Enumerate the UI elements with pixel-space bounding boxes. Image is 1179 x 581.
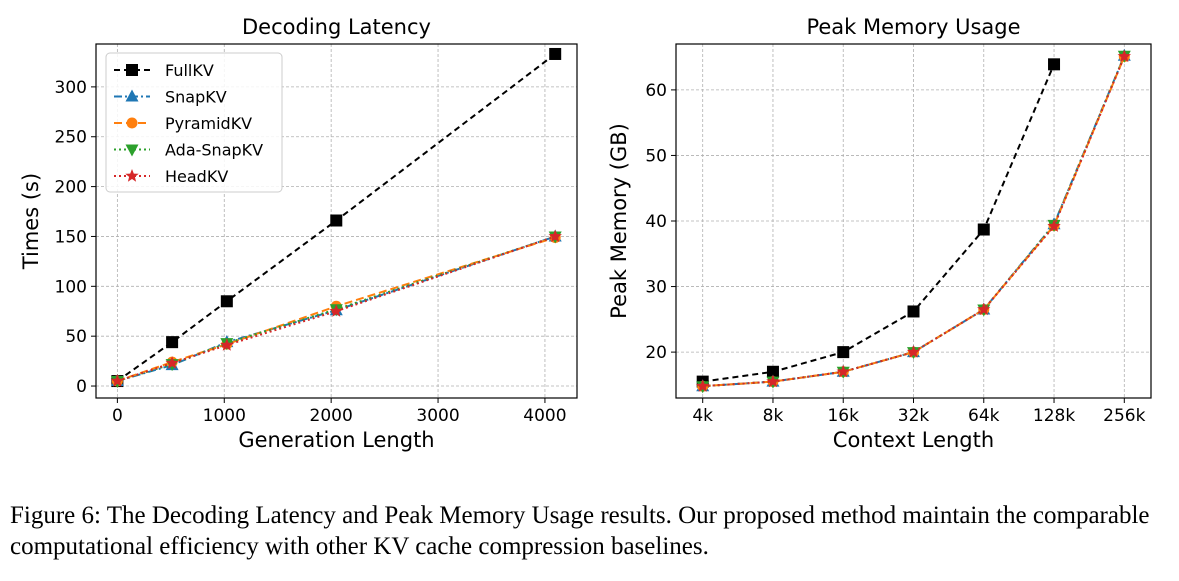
plot-frame (675, 43, 1152, 399)
data-point (165, 356, 179, 369)
y-tick-label: 30 (645, 278, 667, 298)
x-tick-label: 4k (692, 406, 713, 426)
x-tick-label: 4000 (523, 406, 566, 426)
chart-latency: 0 1000 2000 3000 4000 0 50 100 150 200 250 300 Decod… (19, 15, 578, 452)
data-point (766, 365, 779, 378)
x-tick-label: 8k (763, 406, 784, 426)
data-point (906, 345, 921, 358)
legend-marker (126, 64, 138, 76)
y-tick-label: 50 (645, 146, 667, 166)
data-point (1117, 49, 1131, 63)
data-point (1047, 219, 1061, 232)
legend-marker (125, 144, 139, 157)
legend-marker (125, 89, 139, 102)
y-tick-label: 300 (55, 78, 87, 98)
data-point (977, 302, 991, 316)
x-tick-label: 64k (968, 406, 1000, 426)
x-tick-label: 256k (1103, 406, 1145, 426)
data-point (907, 305, 920, 318)
legend-label: HeadKV (165, 167, 228, 186)
chart-memory: 4k 8k 16k 32k 64k 128k 256k 20 30 40 50 60 Peak Memo… (607, 15, 1152, 452)
legend-label: PyramidKV (165, 114, 252, 133)
data-point (549, 47, 562, 60)
legend-label: SnapKV (165, 88, 227, 107)
data-point (220, 338, 234, 351)
y-tick-label: 20 (645, 343, 667, 363)
y-tick-label: 200 (55, 178, 87, 198)
series-headkv (110, 229, 562, 387)
data-point (837, 346, 850, 359)
data-point (1048, 58, 1061, 71)
series-fullkv (696, 58, 1061, 388)
legend-marker (125, 169, 139, 182)
x-tick-label: 3000 (416, 406, 459, 426)
y-axis-label: Peak Memory (GB) (607, 123, 631, 319)
x-tick-label: 1000 (203, 406, 246, 426)
y-tick-label: 40 (645, 212, 667, 232)
y-tick-label: 150 (55, 227, 87, 247)
series-headkv (696, 49, 1131, 392)
data-point (836, 364, 850, 378)
y-tick-label: 0 (76, 377, 87, 397)
legend-label: FullKV (165, 61, 214, 80)
figure-charts: 0 1000 2000 3000 4000 0 50 100 150 200 250 300 Decod… (19, 15, 1152, 452)
legend-marker (126, 117, 138, 129)
y-tick-label: 60 (645, 81, 667, 101)
y-tick-label: 250 (55, 128, 87, 148)
x-tick-label: 16k (827, 406, 859, 426)
data-point (766, 374, 780, 388)
y-axis-label: Times (s) (19, 173, 43, 270)
y-tick-label: 50 (65, 327, 87, 347)
data-point (548, 229, 562, 243)
chart-title: Peak Memory Usage (806, 15, 1020, 39)
data-point (220, 295, 233, 308)
x-tick-label: 0 (112, 406, 123, 426)
legend: FullKV SnapKV PyramidKV Ada-SnapKV HeadKV (105, 52, 283, 193)
data-point (330, 214, 343, 227)
legend-label: Ada-SnapKV (165, 141, 263, 160)
data-point (166, 336, 179, 349)
figure-caption: Figure 6: The Decoding Latency and Peak … (10, 502, 1150, 560)
data-point (110, 374, 124, 387)
series-line (702, 63, 1055, 383)
plot-frame (95, 43, 578, 399)
data-point (696, 379, 710, 392)
y-tick-label: 100 (55, 277, 87, 297)
x-tick-label: 2000 (310, 406, 353, 426)
legend-box (105, 52, 283, 193)
x-axis-label: Context Length (833, 428, 994, 452)
chart-title: Decoding Latency (242, 15, 431, 39)
x-axis-label: Generation Length (238, 428, 434, 452)
data-point (977, 223, 990, 236)
x-tick-label: 32k (898, 406, 930, 426)
x-tick-label: 128k (1033, 406, 1075, 426)
data-point (329, 304, 343, 317)
